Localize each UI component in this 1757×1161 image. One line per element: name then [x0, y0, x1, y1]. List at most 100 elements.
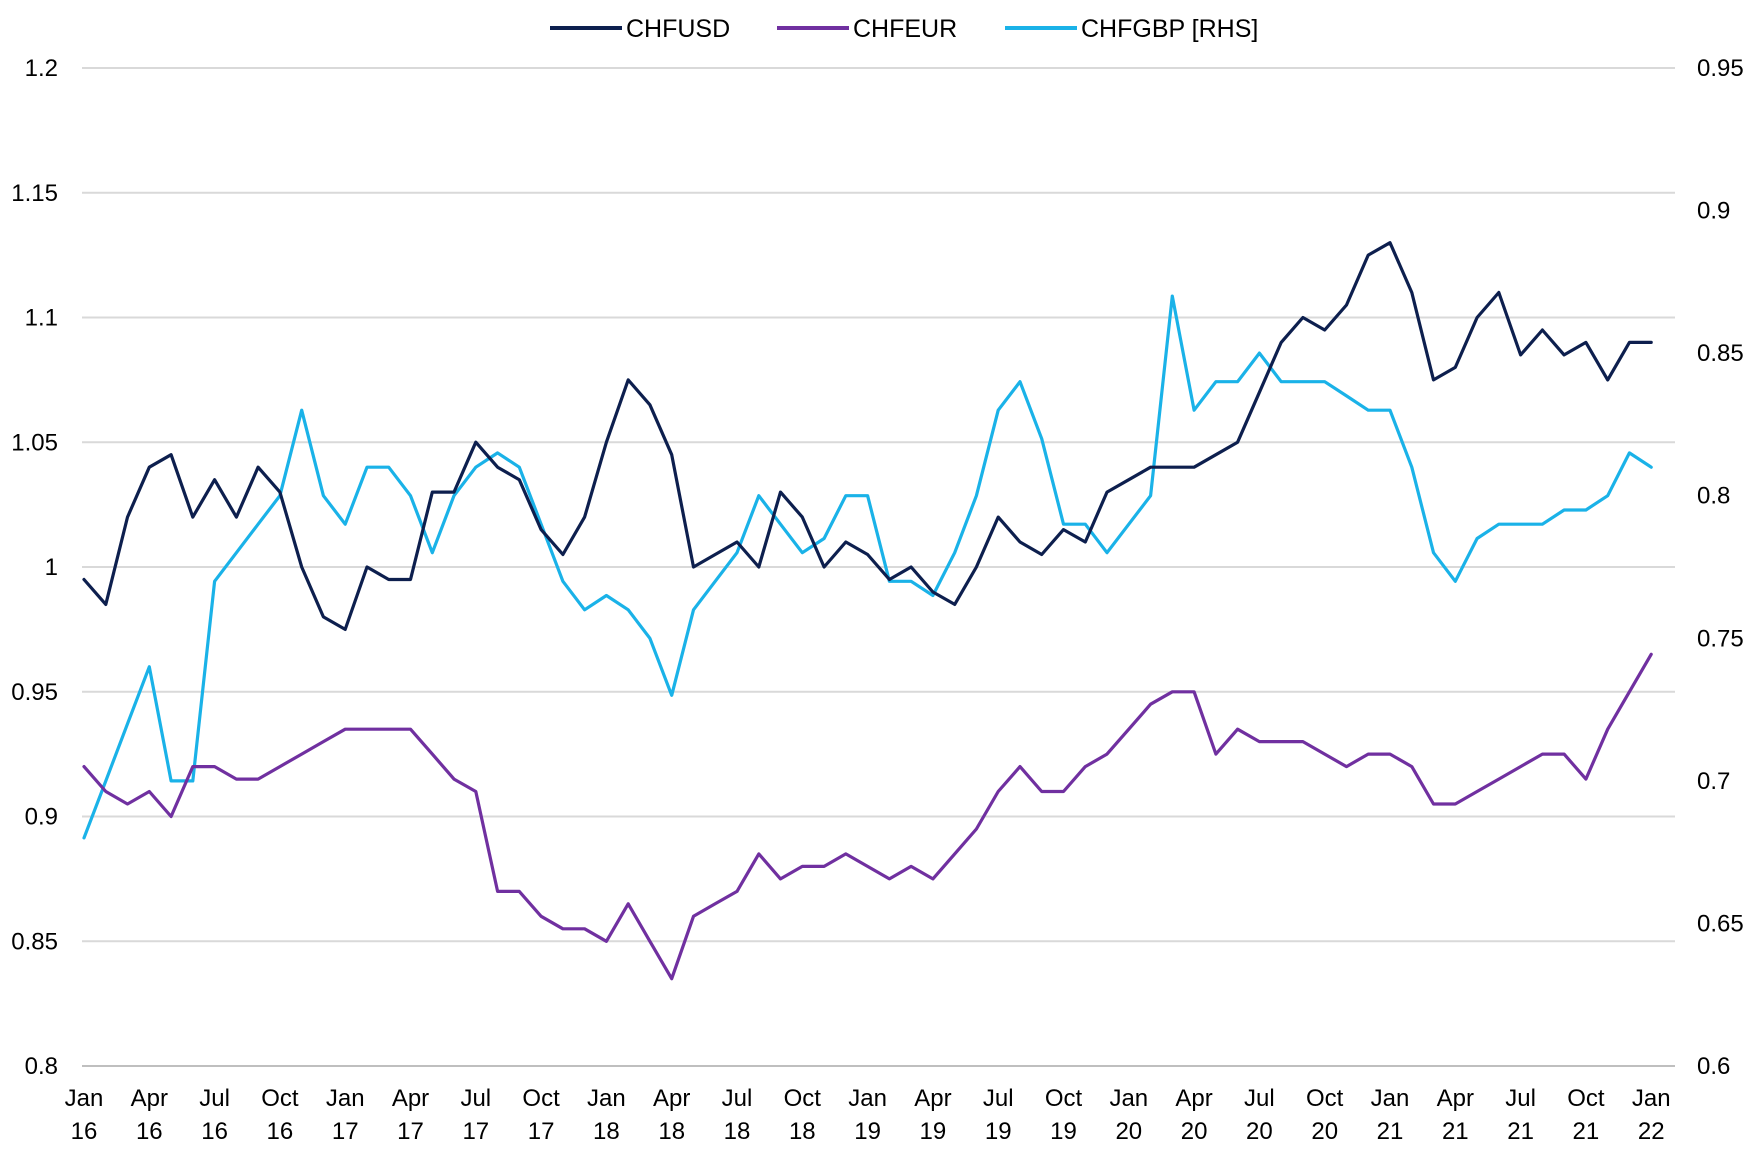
series-lines: [82, 241, 1653, 981]
x-tick-year: 17: [332, 1118, 359, 1145]
series-line-chfgbp-rhs: [82, 294, 1653, 840]
x-tick-year: 20: [1311, 1118, 1338, 1145]
x-tick-label: Apr 20: [1175, 1085, 1212, 1145]
x-tick-year: 20: [1181, 1118, 1208, 1145]
x-tick-month: Oct: [1306, 1085, 1344, 1112]
x-tick-month: Jan: [848, 1085, 887, 1112]
x-tick-year: 16: [136, 1118, 163, 1145]
x-tick-year: 19: [1050, 1118, 1077, 1145]
x-tick-label: Oct 16: [261, 1085, 299, 1145]
x-tick-label: Oct 18: [784, 1085, 822, 1145]
x-tick-label: Jul 20: [1244, 1085, 1275, 1145]
x-tick-month: Apr: [914, 1085, 951, 1112]
x-tick-label: Apr 21: [1437, 1085, 1474, 1145]
x-tick-label: Apr 19: [914, 1085, 951, 1145]
legend-label: CHFEUR: [853, 15, 957, 43]
x-tick-year: 21: [1573, 1118, 1600, 1145]
x-tick-year: 20: [1246, 1118, 1273, 1145]
x-axis: Jan 16 Apr 16 Jul 16 Oct 16 Jan 17 Apr 17 Jul 17 Oct 17…: [65, 1065, 1675, 1145]
x-tick-label: Jan 18: [587, 1085, 626, 1145]
left-y-tick-label: 1: [45, 554, 58, 581]
x-tick-month: Oct: [1567, 1085, 1605, 1112]
x-tick-year: 18: [658, 1118, 685, 1145]
series-line-chfusd: [82, 241, 1653, 632]
x-tick-month: Jul: [199, 1085, 230, 1112]
x-tick-month: Apr: [131, 1085, 168, 1112]
x-tick-month: Jan: [1109, 1085, 1148, 1112]
x-tick-month: Jan: [65, 1085, 104, 1112]
legend-label: CHFGBP [RHS]: [1081, 15, 1258, 43]
x-tick-year: 18: [724, 1118, 751, 1145]
x-tick-month: Jul: [460, 1085, 491, 1112]
right-y-tick-label: 0.95: [1697, 55, 1744, 82]
x-tick-label: Jul 17: [460, 1085, 491, 1145]
left-y-tick-label: 1.05: [11, 429, 58, 456]
x-tick-year: 21: [1507, 1118, 1534, 1145]
x-tick-label: Jan 16: [65, 1085, 104, 1145]
right-y-tick-label: 0.85: [1697, 340, 1744, 367]
x-tick-label: Oct 21: [1567, 1085, 1605, 1145]
x-tick-year: 16: [267, 1118, 294, 1145]
right-y-axis: 0.95 0.9 0.85 0.8 0.75 0.7 0.65 0.6: [1697, 55, 1744, 1080]
x-tick-month: Jan: [1371, 1085, 1410, 1112]
x-tick-month: Jul: [722, 1085, 753, 1112]
x-tick-month: Jan: [326, 1085, 365, 1112]
x-tick-label: Apr 17: [392, 1085, 429, 1145]
left-y-tick-label: 0.85: [11, 928, 58, 955]
x-tick-month: Apr: [392, 1085, 429, 1112]
x-tick-year: 21: [1377, 1118, 1404, 1145]
left-y-tick-label: 0.8: [25, 1053, 58, 1080]
left-y-tick-label: 1.1: [25, 305, 58, 332]
x-tick-month: Oct: [261, 1085, 299, 1112]
x-tick-label: Jan 20: [1109, 1085, 1148, 1145]
x-tick-label: Oct 20: [1306, 1085, 1344, 1145]
x-tick-label: Jan 22: [1632, 1085, 1671, 1145]
x-tick-month: Apr: [653, 1085, 690, 1112]
right-y-tick-label: 0.65: [1697, 910, 1744, 937]
x-tick-year: 16: [71, 1118, 98, 1145]
x-tick-month: Apr: [1175, 1085, 1212, 1112]
x-tick-month: Jul: [1505, 1085, 1536, 1112]
x-tick-year: 22: [1638, 1118, 1665, 1145]
x-tick-year: 19: [920, 1118, 947, 1145]
x-tick-label: Oct 17: [522, 1085, 560, 1145]
x-tick-label: Jan 21: [1371, 1085, 1410, 1145]
x-tick-label: Jul 16: [199, 1085, 230, 1145]
x-tick-year: 17: [397, 1118, 424, 1145]
x-tick-label: Jul 19: [983, 1085, 1014, 1145]
x-tick-year: 17: [528, 1118, 555, 1145]
legend-item: CHFEUR: [777, 15, 957, 43]
x-tick-label: Jan 17: [326, 1085, 365, 1145]
x-tick-year: 17: [462, 1118, 489, 1145]
series-line-chfeur: [82, 652, 1653, 981]
legend-item: CHFGBP [RHS]: [1005, 15, 1258, 43]
legend-item: CHFUSD: [550, 15, 730, 43]
right-y-tick-label: 0.75: [1697, 625, 1744, 652]
right-y-tick-label: 0.7: [1697, 768, 1730, 795]
legend-label: CHFUSD: [626, 15, 730, 43]
x-tick-label: Apr 16: [131, 1085, 168, 1145]
legend: CHFUSD CHFEUR CHFGBP [RHS]: [550, 15, 1258, 43]
x-tick-year: 20: [1115, 1118, 1142, 1145]
x-tick-year: 18: [593, 1118, 620, 1145]
left-y-tick-label: 0.95: [11, 679, 58, 706]
x-tick-month: Oct: [784, 1085, 822, 1112]
x-tick-month: Apr: [1437, 1085, 1474, 1112]
left-y-tick-label: 1.15: [11, 180, 58, 207]
right-y-tick-label: 0.9: [1697, 198, 1730, 225]
x-tick-label: Jan 19: [848, 1085, 887, 1145]
x-tick-month: Oct: [522, 1085, 560, 1112]
right-y-tick-label: 0.8: [1697, 483, 1730, 510]
x-tick-label: Jul 21: [1505, 1085, 1536, 1145]
left-y-tick-label: 1.2: [25, 55, 58, 82]
x-tick-label: Oct 19: [1045, 1085, 1083, 1145]
x-tick-month: Jul: [983, 1085, 1014, 1112]
x-tick-year: 19: [854, 1118, 881, 1145]
x-tick-month: Oct: [1045, 1085, 1083, 1112]
x-tick-year: 19: [985, 1118, 1012, 1145]
x-tick-label: Apr 18: [653, 1085, 690, 1145]
x-tick-month: Jan: [587, 1085, 626, 1112]
x-tick-year: 21: [1442, 1118, 1469, 1145]
